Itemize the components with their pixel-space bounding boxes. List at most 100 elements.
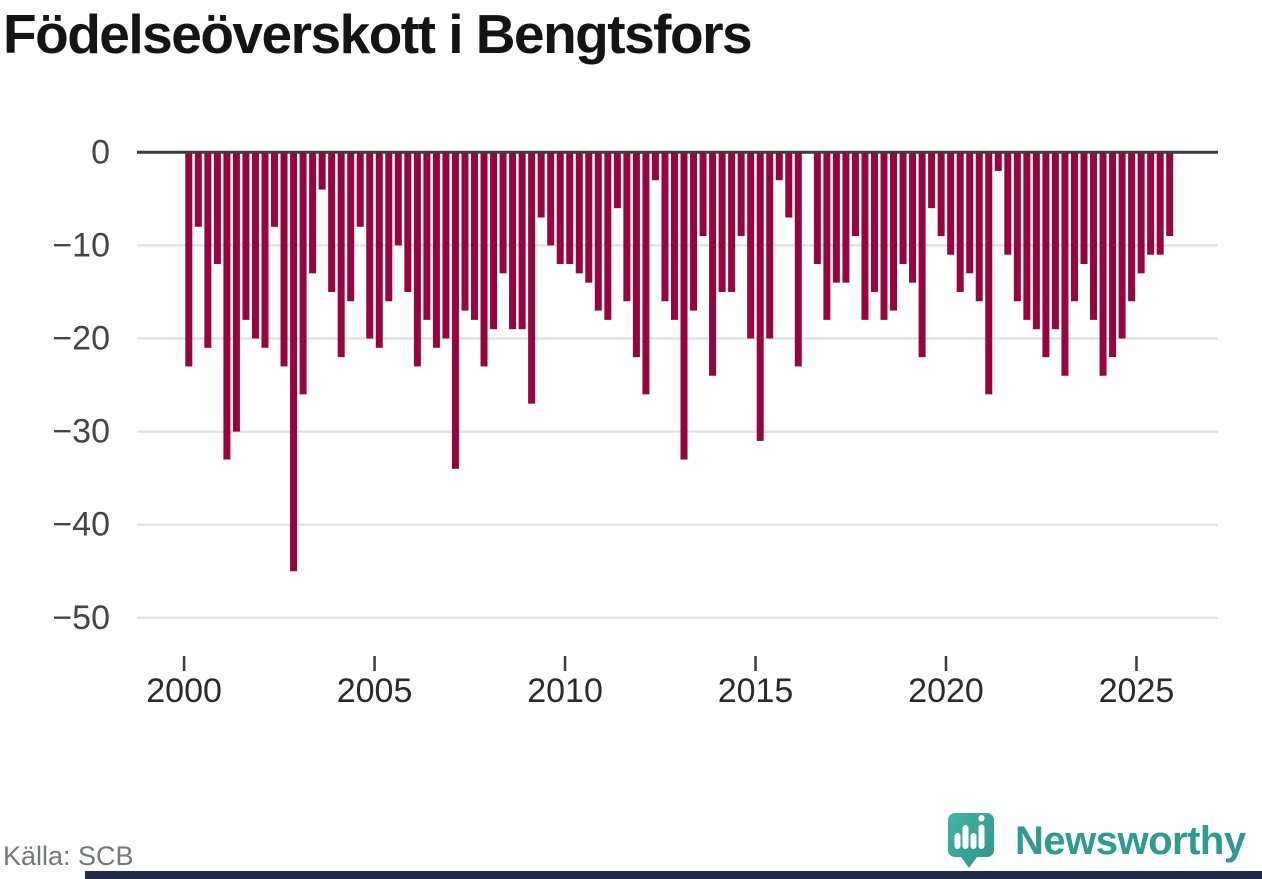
bar-2007-q1 [451,152,459,469]
bar-2007-q2 [461,152,469,311]
bar-2013-q2 [690,152,698,311]
bar-2015-q4 [785,152,793,218]
y-axis-label: −50 [52,599,110,637]
bar-2000-q4 [213,152,221,265]
x-axis-label: 2005 [337,672,413,710]
bar-2004-q3 [356,152,364,227]
bar-2007-q3 [471,152,478,320]
bar-2021-q2 [994,152,1002,171]
bar-2021-q1 [985,152,993,395]
bar-2024-q4 [1128,152,1136,302]
bar-2014-q4 [747,152,755,339]
bar-2015-q1 [756,152,764,441]
bar-2018-q2 [880,152,888,320]
bar-2000-q3 [204,152,212,348]
bar-2013-q1 [680,152,688,460]
bar-2010-q4 [594,152,602,311]
bar-2005-q4 [404,152,412,292]
bar-2016-q1 [794,152,802,367]
bar-2020-q4 [975,152,983,302]
bar-2022-q1 [1023,152,1031,320]
bar-2019-q4 [937,152,945,237]
bar-2011-q1 [604,152,612,320]
bar-2014-q1 [718,152,726,292]
bar-2007-q4 [480,152,488,367]
bar-2006-q3 [432,152,440,348]
bar-2019-q2 [918,152,926,358]
bar-2013-q3 [699,152,707,237]
bar-2002-q3 [280,152,288,367]
bar-2008-q1 [490,152,498,330]
bar-2010-q2 [575,152,583,274]
x-axis-label: 2010 [527,672,603,710]
bar-2009-q2 [537,152,545,218]
bar-2025-q3 [1156,152,1164,255]
bar-2020-q3 [966,152,974,274]
bar-2021-q4 [1013,152,1021,302]
bar-2011-q4 [632,152,640,358]
y-axis-label: −40 [52,506,110,544]
bar-2001-q4 [251,152,259,339]
bar-2008-q3 [509,152,517,330]
footer-accent-bar [85,871,1262,879]
bar-2022-q2 [1032,152,1040,330]
bar-2008-q2 [499,152,507,274]
bar-2001-q2 [232,152,240,432]
bar-2006-q1 [413,152,421,367]
newsworthy-wordmark: Newsworthy [1015,818,1246,863]
bar-2002-q4 [290,152,298,572]
mini-bar-chart-glyph [954,815,985,849]
bar-2024-q3 [1118,152,1126,339]
bar-2023-q2 [1070,152,1078,302]
bar-2004-q2 [347,152,355,302]
bar-2006-q2 [423,152,431,320]
bar-2011-q3 [623,152,631,302]
bar-2017-q1 [832,152,840,283]
bar-2016-q4 [823,152,831,320]
bar-2020-q2 [956,152,964,292]
bar-2001-q1 [223,152,231,460]
bar-2001-q3 [242,152,250,320]
newsworthy-logo: Newsworthy [947,812,1246,870]
bar-2023-q1 [1061,152,1069,376]
bar-2012-q2 [651,152,659,181]
bar-2025-q2 [1147,152,1155,255]
bar-2025-q1 [1137,152,1145,274]
bar-2018-q4 [899,152,907,265]
bar-2003-q1 [299,152,307,395]
bar-2021-q3 [1004,152,1012,255]
bar-2017-q3 [851,152,859,237]
bar-2013-q4 [709,152,717,376]
x-axis-label: 2015 [718,672,794,710]
page-title: Födelseöverskott i Bengtsfors [3,3,753,65]
bar-2003-q2 [309,152,317,274]
bar-2005-q1 [375,152,383,348]
bar-2003-q4 [328,152,336,292]
bar-2023-q4 [1090,152,1098,320]
x-axis-label: 2020 [908,672,984,710]
bar-2004-q1 [337,152,345,358]
bar-2019-q1 [909,152,917,283]
y-axis-label: −30 [52,413,110,451]
bar-2005-q2 [385,152,393,302]
source-label: Källa: SCB [3,841,134,871]
bar-2000-q1 [185,152,193,367]
bar-2025-q4 [1166,152,1174,237]
newsworthy-pin-icon [948,813,994,868]
bar-2000-q2 [194,152,202,227]
bar-2009-q3 [547,152,555,246]
bar-2002-q2 [271,152,279,227]
bar-2009-q1 [528,152,536,404]
bar-2014-q2 [728,152,736,292]
bar-2006-q4 [442,152,450,339]
x-axis-label: 2000 [146,672,222,710]
bar-2018-q3 [890,152,898,311]
bar-2010-q1 [566,152,574,265]
bar-2009-q4 [556,152,564,265]
bar-2008-q4 [518,152,526,330]
bar-2011-q2 [613,152,621,209]
bar-2022-q3 [1042,152,1050,358]
x-axis-label: 2025 [1099,672,1175,710]
bar-2012-q4 [670,152,678,320]
